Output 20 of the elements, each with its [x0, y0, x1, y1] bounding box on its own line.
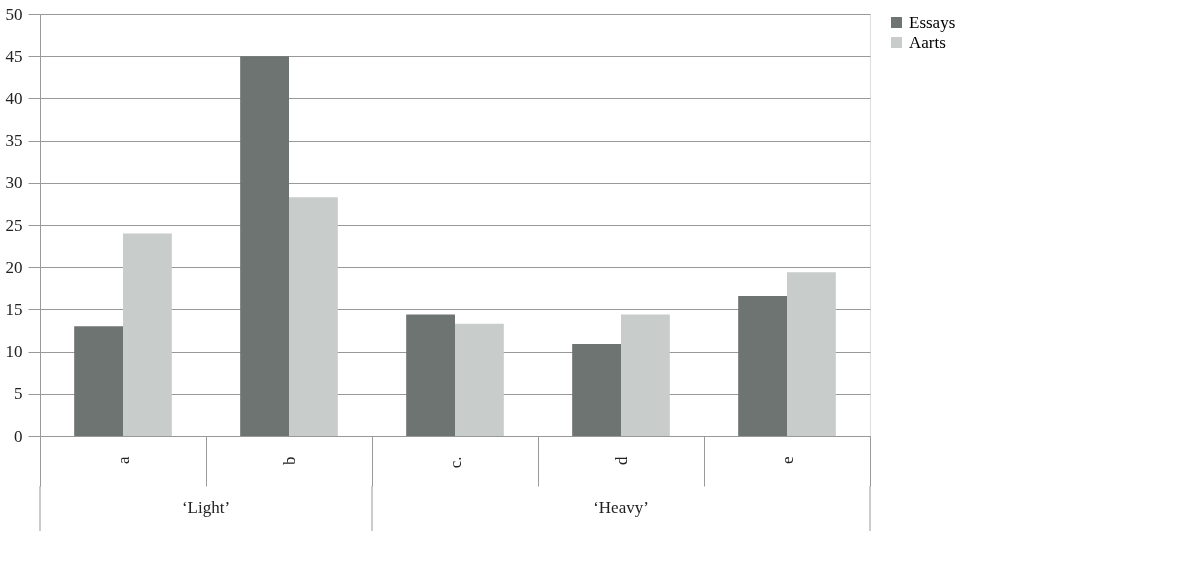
y-tick-label: 15	[5, 299, 23, 319]
y-tick-label: 45	[5, 46, 23, 66]
text: ‘Light’	[181, 498, 231, 517]
y-tick-label: 35	[5, 131, 23, 151]
y-tick-label: 50	[5, 4, 23, 24]
y-tick-label: 30	[5, 173, 23, 193]
y-tick-label: 5	[14, 384, 23, 404]
x-tick-label: c.	[445, 456, 465, 469]
x-tick-label: d	[611, 456, 631, 465]
legend-label: Aarts	[909, 32, 946, 52]
x-tick-label: b	[279, 456, 299, 465]
legend-label: Essays	[909, 12, 956, 32]
x-tick-label: e	[777, 456, 797, 465]
y-tick-label: 20	[5, 257, 23, 277]
y-tick-label: 25	[5, 215, 23, 235]
y-tick-label: 10	[5, 342, 23, 362]
x-tick-label: a	[113, 456, 133, 465]
y-tick-label: 40	[5, 88, 23, 108]
y-tick-label: 0	[14, 426, 23, 446]
text: ‘Heavy’	[593, 498, 649, 517]
